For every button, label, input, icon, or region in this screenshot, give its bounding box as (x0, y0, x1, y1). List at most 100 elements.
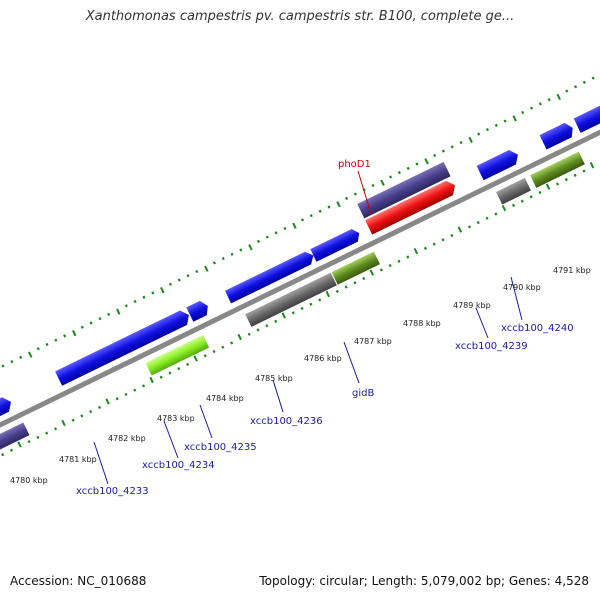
minor-tick (459, 140, 463, 145)
kbp-label: 4791 kbp (553, 266, 591, 275)
gene-bar-xccb100-4240[interactable] (530, 151, 585, 188)
major-tick (27, 351, 33, 358)
minor-tick (450, 145, 454, 149)
minor-tick (573, 173, 577, 177)
major-tick (380, 179, 385, 186)
minor-tick (1, 364, 5, 368)
minor-tick (318, 209, 322, 213)
minor-tick (168, 282, 172, 286)
minor-tick (291, 311, 295, 315)
gene-label-xccb100-4235[interactable]: xccb100_4235 (184, 442, 257, 453)
major-tick (545, 183, 551, 190)
minor-tick (415, 162, 419, 166)
minor-tick (582, 80, 586, 85)
major-tick (369, 269, 375, 276)
major-tick (193, 355, 198, 362)
minor-tick (9, 448, 13, 452)
minor-tick (98, 317, 102, 321)
gene-label-xccb100-4239[interactable]: xccb100_4239 (455, 341, 528, 352)
gene-arrow-gidb[interactable] (310, 227, 362, 262)
minor-tick (63, 334, 67, 338)
forward-strand (0, 90, 600, 427)
minor-tick (239, 248, 243, 252)
scale-labels: 4780 kbp 4781 kbp 4782 kbp 4783 kbp 4784… (10, 266, 591, 485)
genome-backbone (0, 98, 600, 450)
minor-tick (423, 246, 427, 250)
gene-bar-xccb100-4236[interactable] (245, 272, 337, 327)
gene-bar-xccb100-4239[interactable] (496, 177, 531, 205)
minor-tick (476, 220, 480, 225)
minor-tick (379, 268, 383, 272)
minor-tick (256, 328, 260, 332)
minor-tick (89, 321, 93, 325)
minor-tick (115, 397, 119, 401)
gene-label-gidb[interactable]: gidB (352, 388, 374, 399)
minor-tick (186, 274, 190, 278)
kbp-label: 4784 kbp (206, 394, 244, 403)
minor-tick (212, 261, 216, 265)
kbp-label: 4785 kbp (255, 374, 293, 383)
gene-arrow-xccb100-4235[interactable] (186, 299, 211, 322)
gene-label-xccb100-4233[interactable]: xccb100_4233 (76, 486, 149, 497)
gene-bar-left-edge[interactable] (0, 422, 30, 454)
minor-tick (441, 238, 445, 242)
gene-arrow-xccb100-4233[interactable] (55, 333, 140, 386)
major-tick (61, 419, 66, 427)
minor-tick (1, 452, 5, 457)
minor-tick (107, 312, 111, 317)
minor-tick (36, 347, 40, 351)
gene-bar-phod1[interactable] (357, 161, 451, 219)
minor-tick (133, 299, 137, 304)
major-tick (457, 226, 463, 233)
minor-tick (195, 269, 199, 274)
gene-label-xccb100-4240[interactable]: xccb100_4240 (501, 323, 574, 334)
minor-tick (45, 431, 49, 435)
summary-text: Topology: circular; Length: 5,079,002 bp… (259, 574, 589, 588)
minor-tick (203, 354, 207, 358)
minor-tick (177, 367, 181, 371)
minor-tick (564, 178, 568, 182)
minor-tick (45, 342, 49, 347)
kbp-label: 4782 kbp (108, 434, 146, 443)
major-tick (105, 398, 110, 405)
gene-arrow-phod1[interactable] (365, 178, 458, 235)
minor-tick (265, 235, 269, 239)
gene-arrow-xccb100-4236[interactable] (224, 249, 317, 304)
gene-label-xccb100-4236[interactable]: xccb100_4236 (250, 416, 323, 427)
minor-tick (565, 89, 569, 93)
minor-tick (36, 435, 40, 440)
minor-tick (433, 153, 437, 158)
gidb-connector (343, 341, 360, 384)
gene-bar-gidb[interactable] (331, 251, 380, 285)
major-tick (589, 162, 595, 169)
minor-tick (538, 102, 542, 106)
minor-tick (300, 306, 304, 311)
minor-tick (591, 76, 595, 80)
minor-tick (80, 325, 84, 329)
minor-tick (318, 298, 322, 302)
minor-tick (186, 362, 190, 366)
xccb100-4236-connector (272, 379, 284, 413)
minor-tick (124, 392, 128, 397)
major-tick (281, 312, 286, 319)
minor-tick (80, 414, 84, 418)
gene-label-xccb100-4234[interactable]: xccb100_4234 (142, 460, 215, 471)
minor-tick (309, 213, 313, 218)
gene-arrow-xccb100-4239[interactable] (476, 147, 522, 181)
minor-tick (547, 97, 551, 102)
gene-arrow-xccb100-4240a[interactable] (539, 121, 577, 150)
gene-arrow-xccb100-4234[interactable] (127, 308, 193, 351)
xccb100-4235-connector (199, 404, 213, 439)
major-tick (204, 265, 209, 272)
reverse-strand (0, 151, 585, 454)
minor-tick (503, 119, 507, 123)
minor-tick (477, 132, 481, 136)
gene-arrow-left-edge[interactable] (0, 395, 14, 427)
gene-arrow-xccb100-4240b[interactable] (573, 90, 600, 133)
gene-bar-xccb100-4234[interactable] (145, 334, 210, 376)
kbp-label: 4780 kbp (10, 476, 48, 485)
gene-label-phod1[interactable]: phoD1 (338, 159, 371, 170)
minor-tick (371, 183, 375, 188)
minor-tick (520, 199, 524, 203)
